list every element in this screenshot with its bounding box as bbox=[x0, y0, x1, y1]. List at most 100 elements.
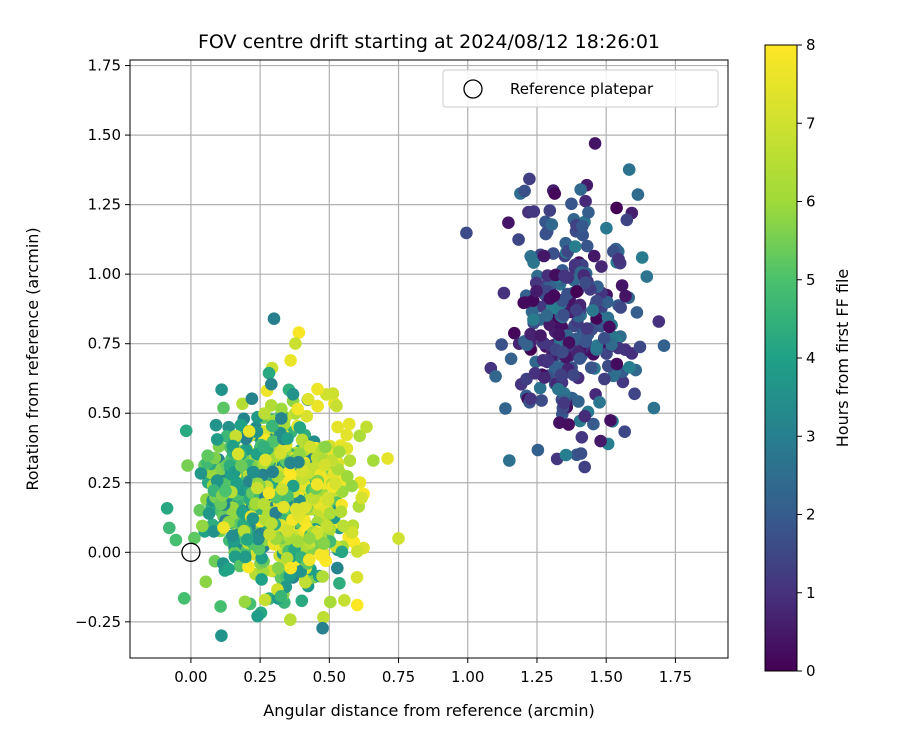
data-point bbox=[293, 421, 307, 434]
data-point bbox=[556, 345, 569, 359]
data-point bbox=[350, 571, 364, 584]
data-point bbox=[210, 433, 224, 446]
data-point bbox=[524, 327, 537, 341]
data-point bbox=[316, 570, 329, 583]
data-point bbox=[331, 561, 344, 575]
colorbar: 0 1 2 3 4 5 6 7 8 Hours from first FF file bbox=[764, 36, 852, 680]
data-point bbox=[518, 184, 531, 198]
data-point bbox=[334, 505, 348, 518]
data-point bbox=[277, 500, 290, 514]
data-point bbox=[618, 425, 631, 439]
data-point bbox=[286, 479, 300, 493]
data-point bbox=[353, 429, 367, 443]
data-point bbox=[281, 524, 294, 538]
data-point bbox=[570, 285, 583, 299]
data-point bbox=[303, 553, 316, 567]
data-point bbox=[341, 470, 354, 483]
data-point bbox=[567, 368, 580, 382]
data-point bbox=[534, 329, 547, 342]
data-point bbox=[623, 361, 636, 374]
x-tick-label: 1.75 bbox=[659, 668, 692, 686]
data-point bbox=[540, 309, 554, 322]
colorbar-tick-label: 4 bbox=[806, 349, 816, 367]
data-point bbox=[557, 308, 570, 322]
data-point bbox=[292, 455, 305, 469]
x-tick-label: 0.00 bbox=[174, 668, 207, 686]
data-point bbox=[217, 401, 230, 415]
y-tick-label: −0.25 bbox=[75, 613, 121, 631]
data-point bbox=[217, 521, 230, 534]
data-point bbox=[531, 443, 545, 457]
data-point bbox=[495, 338, 508, 351]
data-point bbox=[329, 477, 342, 490]
data-point bbox=[209, 418, 223, 432]
data-point bbox=[177, 592, 191, 605]
x-tick-label: 1.50 bbox=[589, 668, 622, 686]
data-point bbox=[230, 476, 244, 490]
data-point bbox=[504, 352, 518, 366]
data-point bbox=[236, 397, 249, 411]
data-point bbox=[557, 396, 571, 410]
data-point bbox=[635, 251, 649, 264]
data-point bbox=[594, 434, 607, 448]
data-point bbox=[527, 313, 540, 327]
colorbar-tick-label: 6 bbox=[806, 193, 816, 211]
data-point bbox=[292, 326, 306, 339]
data-point bbox=[239, 550, 252, 564]
data-point bbox=[647, 401, 661, 415]
data-point bbox=[588, 137, 602, 150]
data-point bbox=[355, 491, 369, 505]
data-point bbox=[351, 545, 364, 558]
data-point bbox=[262, 366, 276, 380]
data-point bbox=[289, 502, 303, 516]
x-axis-ticks: 0.00 0.25 0.50 0.75 1.00 1.25 1.50 1.75 bbox=[174, 658, 692, 686]
data-point bbox=[265, 517, 278, 530]
data-point bbox=[587, 417, 600, 431]
data-point bbox=[319, 440, 332, 454]
data-point bbox=[559, 448, 573, 462]
data-point bbox=[616, 375, 630, 389]
data-point bbox=[603, 320, 616, 334]
x-tick-label: 0.75 bbox=[382, 668, 415, 686]
x-axis-label: Angular distance from reference (arcmin) bbox=[263, 701, 594, 720]
data-point bbox=[210, 474, 224, 488]
data-point bbox=[274, 590, 288, 603]
data-point bbox=[321, 493, 335, 507]
data-point bbox=[576, 228, 589, 242]
data-point bbox=[574, 447, 588, 460]
data-point bbox=[229, 429, 243, 443]
legend-label: Reference platepar bbox=[510, 80, 654, 98]
data-point bbox=[275, 412, 288, 425]
data-point bbox=[251, 609, 264, 623]
data-point bbox=[579, 276, 592, 289]
data-point bbox=[600, 221, 613, 235]
data-point bbox=[215, 629, 228, 642]
data-point bbox=[530, 284, 543, 298]
data-point bbox=[265, 377, 278, 391]
data-point bbox=[160, 502, 174, 515]
data-point bbox=[652, 315, 666, 328]
data-point bbox=[545, 218, 559, 231]
data-point bbox=[280, 551, 294, 565]
data-point bbox=[266, 419, 279, 433]
data-point bbox=[181, 459, 194, 472]
data-point bbox=[342, 417, 356, 431]
data-point bbox=[360, 420, 373, 434]
data-point bbox=[258, 593, 272, 607]
data-point bbox=[202, 507, 216, 520]
data-point bbox=[169, 533, 183, 547]
data-point bbox=[331, 420, 344, 434]
data-point bbox=[303, 440, 317, 454]
data-point bbox=[245, 392, 259, 406]
data-point bbox=[620, 213, 634, 227]
colorbar-ticks: 0 1 2 3 4 5 6 7 8 bbox=[797, 36, 816, 680]
data-point bbox=[568, 240, 582, 253]
data-point bbox=[318, 458, 332, 472]
data-point bbox=[580, 322, 594, 335]
data-point bbox=[562, 418, 575, 431]
data-point bbox=[324, 595, 337, 609]
colorbar-label: Hours from first FF file bbox=[833, 269, 852, 448]
data-point bbox=[275, 402, 288, 416]
data-point bbox=[201, 449, 214, 463]
y-tick-label: 1.50 bbox=[88, 126, 121, 144]
